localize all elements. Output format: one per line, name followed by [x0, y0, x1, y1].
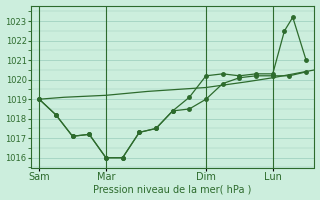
X-axis label: Pression niveau de la mer( hPa ): Pression niveau de la mer( hPa ) — [93, 184, 252, 194]
